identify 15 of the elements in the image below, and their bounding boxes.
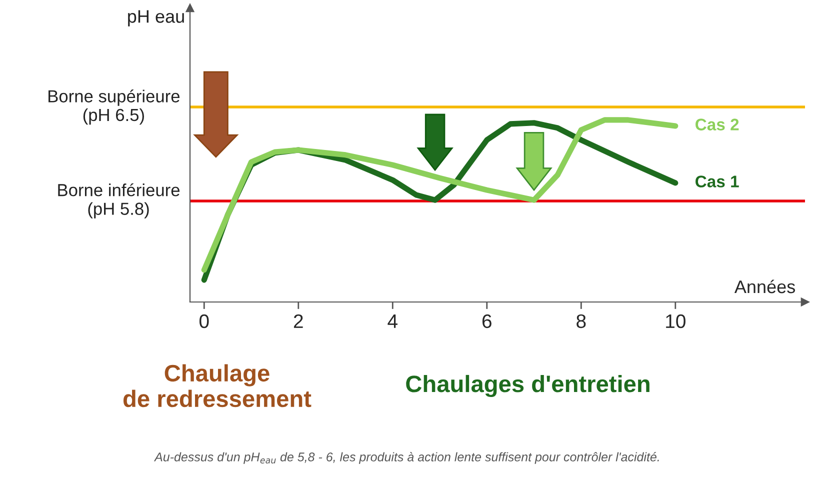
x-tick-label: 10 <box>666 314 686 328</box>
ref-line-label: Borne supérieure (pH 6.5) <box>48 89 180 125</box>
x-tick-label: 0 <box>199 314 209 328</box>
x-tick-label: 2 <box>294 314 303 328</box>
x-tick-label: 4 <box>388 314 398 328</box>
series-label: Cas 2 <box>696 118 739 130</box>
text: Au-dessus d'un pH$_{eau}$ de 5,8 - 6, les produits à action lente suffisent pour contrôler l'acidité. <box>154 452 659 464</box>
x-tick-label: 6 <box>482 314 492 328</box>
text: Chaulage de redressement <box>123 364 312 408</box>
text: Chaulages d'entretien <box>406 374 650 398</box>
ref-line-label: Borne inférieure (pH 5.8) <box>58 183 180 218</box>
series-label: Cas 1 <box>696 176 739 188</box>
x-tick-label: 8 <box>576 314 586 328</box>
text: pH eau <box>128 10 184 26</box>
x-axis-title: Années <box>734 280 795 294</box>
